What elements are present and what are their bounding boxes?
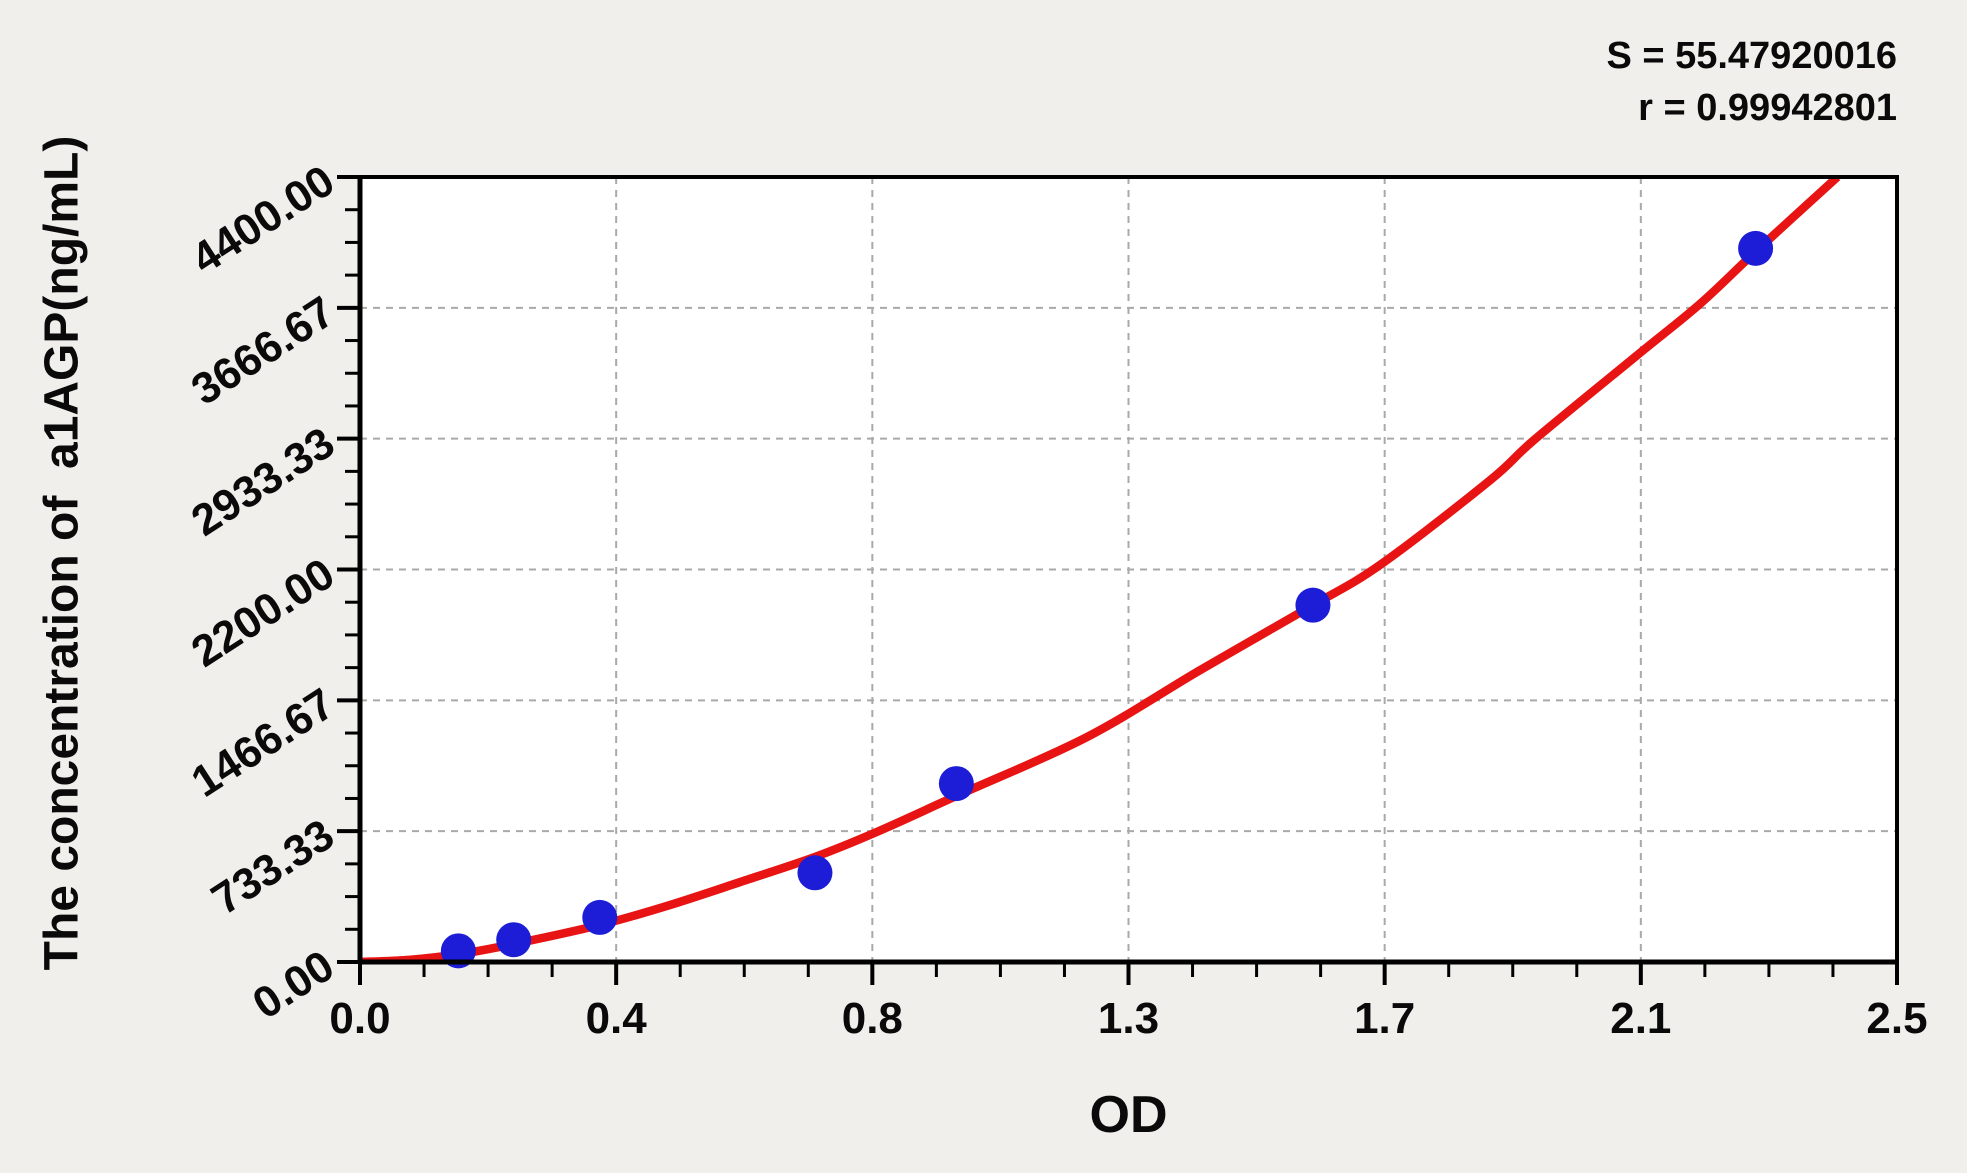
data-point <box>1738 230 1774 266</box>
data-point <box>938 766 974 802</box>
gridlines <box>360 177 1897 962</box>
x-tick-label: 2.5 <box>1866 994 1928 1043</box>
data-point <box>797 855 833 891</box>
x-tick-label: 1.3 <box>1097 994 1160 1043</box>
x-axis-title: OD <box>1089 1086 1168 1144</box>
x-tick-label: 0.0 <box>329 994 391 1043</box>
fit-statistics: S = 55.47920016 r = 0.99942801 <box>1606 30 1897 134</box>
stat-s-value: S = 55.47920016 <box>1606 35 1897 77</box>
x-tick-label: 0.4 <box>585 994 647 1043</box>
fit-curve-line <box>360 177 1841 962</box>
stat-r-value: r = 0.99942801 <box>1638 87 1897 129</box>
data-point <box>496 922 532 958</box>
data-point <box>582 899 618 935</box>
x-tick-label: 0.8 <box>841 994 903 1043</box>
data-points <box>440 230 1774 969</box>
x-tick-label: 2.1 <box>1610 994 1672 1043</box>
axis-ticks <box>337 175 1899 985</box>
data-point <box>1295 587 1331 623</box>
x-tick-label: 1.7 <box>1354 994 1416 1043</box>
